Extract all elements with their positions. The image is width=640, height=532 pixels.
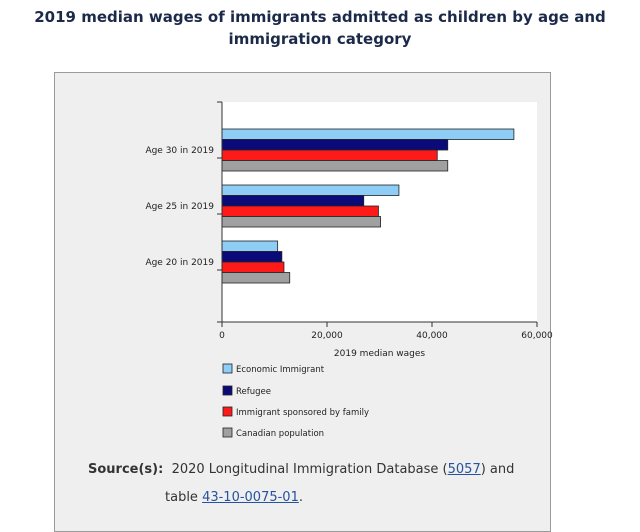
x-tick-label: 0 — [219, 331, 225, 341]
bar-chart: 2019 median wages Age 30 in 2019 Age 25 i… — [145, 101, 553, 439]
legend-swatch — [222, 406, 233, 417]
legend-swatch — [222, 427, 233, 438]
bar — [221, 261, 285, 273]
legend-label: Canadian population — [236, 429, 324, 439]
x-tick-label: 20,000 — [311, 331, 343, 341]
bar — [221, 160, 449, 172]
source-text: table — [165, 490, 203, 505]
legend-swatch — [222, 363, 233, 374]
source-link-table[interactable]: 43-10-0075-01 — [202, 490, 299, 505]
bar — [221, 272, 291, 284]
bar — [221, 149, 438, 161]
legend-label: Refugee — [236, 387, 271, 397]
y-tick-label: Age 30 in 2019 — [145, 146, 214, 156]
x-tick-label: 60,000 — [521, 331, 553, 341]
bar — [221, 195, 365, 207]
legend-swatch — [222, 385, 233, 396]
source-note: Source(s): 2020 Longitudinal Immigration… — [88, 456, 558, 512]
source-label: Source(s): — [88, 462, 164, 477]
legend-label: Immigrant sponsored by family — [236, 408, 369, 418]
source-link-5057[interactable]: 5057 — [447, 462, 481, 477]
bar — [221, 128, 515, 140]
x-tick-label: 40,000 — [416, 331, 448, 341]
bar — [221, 251, 283, 263]
source-text: ) and — [480, 462, 515, 477]
bar — [221, 216, 381, 228]
bar — [221, 184, 400, 196]
y-tick-label: Age 20 in 2019 — [145, 258, 214, 268]
bar — [221, 240, 279, 252]
legend-label: Economic Immigrant — [236, 365, 325, 375]
bar — [221, 205, 379, 217]
bar — [221, 139, 449, 151]
source-text: . — [298, 490, 303, 505]
y-tick-label: Age 25 in 2019 — [145, 202, 214, 212]
source-text: 2020 Longitudinal Immigration Database ( — [171, 462, 448, 477]
x-axis-title: 2019 median wages — [334, 349, 425, 359]
page-title: 2019 median wages of immigrants admitted… — [34, 8, 606, 48]
